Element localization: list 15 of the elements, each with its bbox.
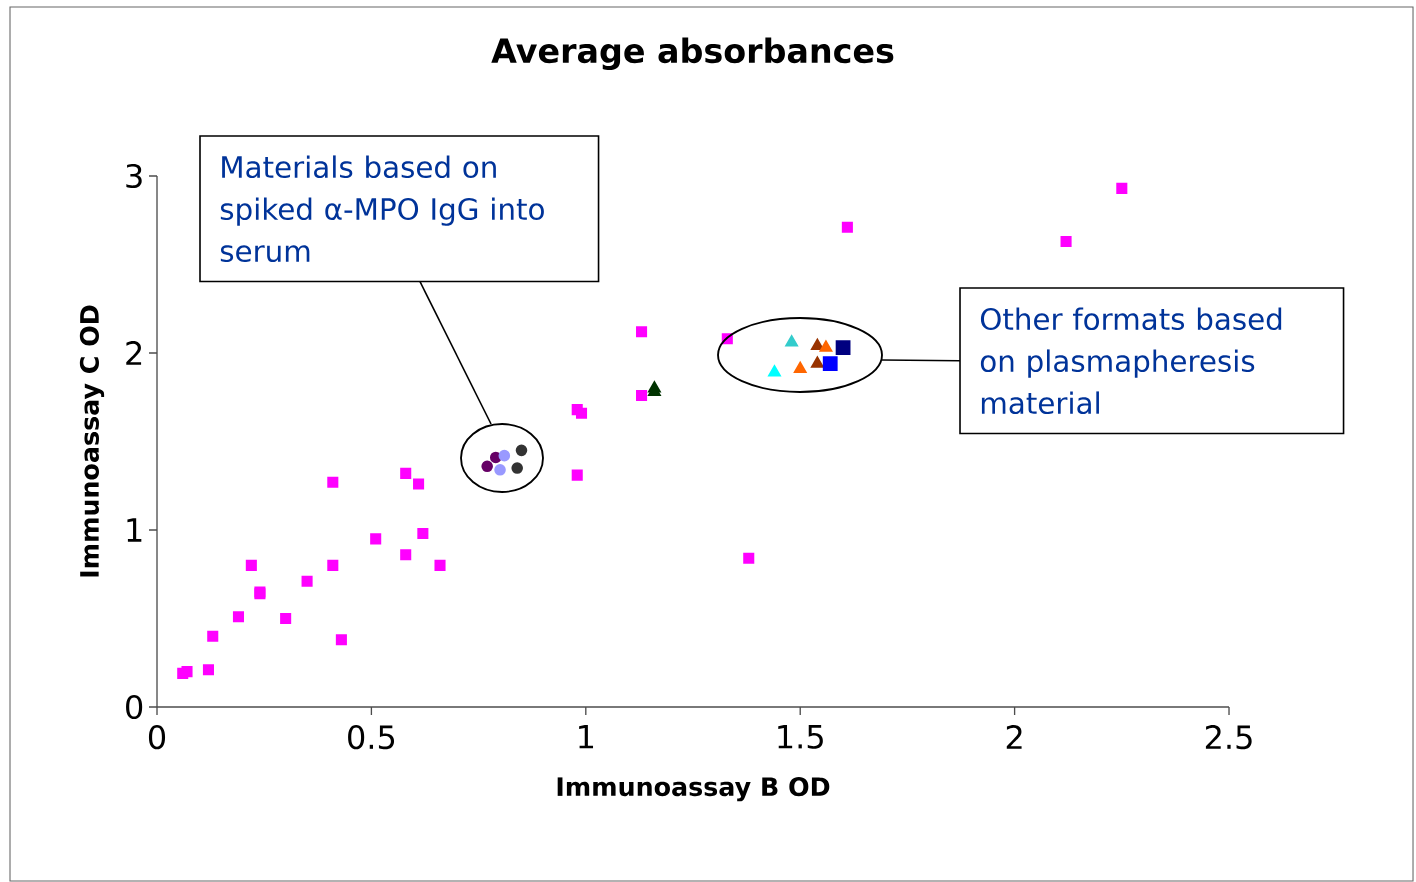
y-axis-title: Immunoassay C OD (79, 305, 105, 577)
x-tick-label: 2.5 (1205, 725, 1252, 750)
chart-title: Average absorbances (491, 37, 894, 70)
y-tick-label: 0 (126, 694, 143, 720)
y-tick-label: 1 (127, 518, 142, 542)
annotation: Other formats based on plasmapheresis material (980, 307, 1282, 415)
x-axis-title: Immunoassay B OD (557, 777, 830, 802)
y-tick-label: 2 (126, 341, 142, 365)
y-tick-label: 3 (126, 163, 142, 189)
x-tick-label: 0 (148, 725, 166, 750)
x-tick-label: 0.5 (348, 725, 395, 750)
x-tick-label: 1.5 (778, 725, 823, 749)
annotation: Materials based on spiked α-MPO IgG into serum (220, 155, 544, 263)
x-tick-label: 1 (579, 725, 594, 749)
x-tick-label: 2 (1006, 725, 1022, 749)
